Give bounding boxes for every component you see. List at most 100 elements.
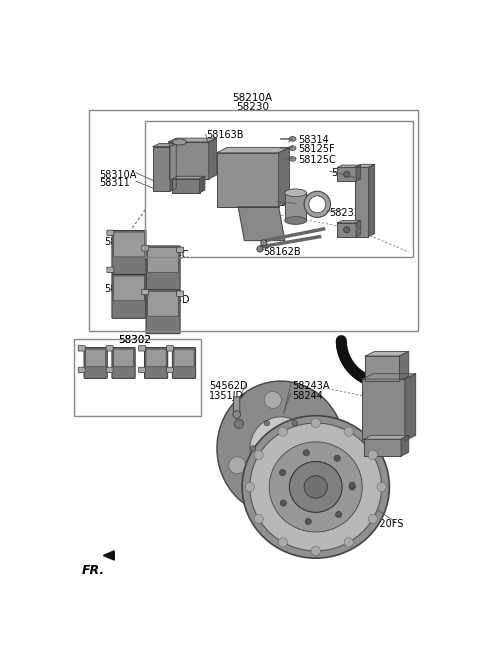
Text: 1351JD: 1351JD xyxy=(209,391,244,401)
Polygon shape xyxy=(337,165,360,168)
Polygon shape xyxy=(399,351,409,380)
Text: 58162B: 58162B xyxy=(263,246,300,257)
Text: 58161B: 58161B xyxy=(331,168,369,178)
Ellipse shape xyxy=(292,420,298,426)
FancyBboxPatch shape xyxy=(139,367,145,373)
Polygon shape xyxy=(209,138,216,179)
Polygon shape xyxy=(337,221,360,223)
Text: 58244D: 58244D xyxy=(104,284,143,294)
Ellipse shape xyxy=(344,227,350,233)
Polygon shape xyxy=(278,147,289,207)
FancyBboxPatch shape xyxy=(355,168,369,237)
FancyBboxPatch shape xyxy=(177,247,184,252)
FancyBboxPatch shape xyxy=(113,349,133,367)
FancyBboxPatch shape xyxy=(146,349,166,367)
FancyBboxPatch shape xyxy=(78,367,85,373)
FancyBboxPatch shape xyxy=(112,348,135,378)
Ellipse shape xyxy=(289,137,296,141)
Ellipse shape xyxy=(305,518,311,525)
Text: 58244C: 58244C xyxy=(104,237,142,246)
Ellipse shape xyxy=(254,514,264,524)
Polygon shape xyxy=(103,551,114,560)
Ellipse shape xyxy=(254,450,264,460)
Ellipse shape xyxy=(349,482,355,488)
Polygon shape xyxy=(216,147,289,153)
Text: 54562D: 54562D xyxy=(209,382,247,392)
Ellipse shape xyxy=(289,156,296,161)
FancyBboxPatch shape xyxy=(146,290,180,334)
Text: 58243A: 58243A xyxy=(292,382,330,392)
Text: 58311: 58311 xyxy=(99,178,130,188)
Ellipse shape xyxy=(279,470,286,476)
Text: 58230: 58230 xyxy=(236,102,269,112)
Ellipse shape xyxy=(264,420,270,426)
FancyBboxPatch shape xyxy=(216,153,278,207)
Ellipse shape xyxy=(368,514,377,524)
FancyBboxPatch shape xyxy=(107,267,114,273)
FancyBboxPatch shape xyxy=(362,379,405,441)
Polygon shape xyxy=(200,176,205,193)
Text: 58235C: 58235C xyxy=(279,198,317,208)
FancyBboxPatch shape xyxy=(106,346,113,351)
Ellipse shape xyxy=(233,411,240,419)
FancyBboxPatch shape xyxy=(78,346,85,351)
Ellipse shape xyxy=(264,392,281,409)
Ellipse shape xyxy=(269,442,362,532)
Polygon shape xyxy=(356,165,360,181)
Text: 58125F: 58125F xyxy=(298,143,335,154)
Polygon shape xyxy=(401,436,409,456)
Ellipse shape xyxy=(278,537,288,547)
Ellipse shape xyxy=(289,461,342,512)
Ellipse shape xyxy=(311,419,321,428)
FancyBboxPatch shape xyxy=(146,246,180,290)
FancyBboxPatch shape xyxy=(85,349,106,367)
Polygon shape xyxy=(153,143,176,147)
Text: 58411B: 58411B xyxy=(269,506,307,516)
Ellipse shape xyxy=(228,457,246,474)
Polygon shape xyxy=(356,221,360,237)
Polygon shape xyxy=(168,138,216,142)
Text: 1220FS: 1220FS xyxy=(369,519,405,530)
FancyBboxPatch shape xyxy=(168,142,209,179)
FancyBboxPatch shape xyxy=(337,223,356,237)
Bar xyxy=(145,121,413,258)
Text: @: @ xyxy=(235,419,243,428)
Polygon shape xyxy=(369,164,375,237)
Text: 58163B: 58163B xyxy=(206,131,243,141)
FancyBboxPatch shape xyxy=(365,356,399,380)
Ellipse shape xyxy=(303,449,310,456)
Polygon shape xyxy=(362,374,416,379)
FancyBboxPatch shape xyxy=(167,367,174,373)
Bar xyxy=(74,339,201,416)
Polygon shape xyxy=(365,351,409,356)
FancyBboxPatch shape xyxy=(113,232,144,257)
Ellipse shape xyxy=(292,471,298,476)
Text: FR.: FR. xyxy=(82,564,105,577)
FancyBboxPatch shape xyxy=(107,230,114,236)
Ellipse shape xyxy=(267,434,294,463)
Ellipse shape xyxy=(217,381,345,516)
Ellipse shape xyxy=(250,423,382,551)
FancyBboxPatch shape xyxy=(172,348,196,378)
Ellipse shape xyxy=(250,445,256,451)
FancyBboxPatch shape xyxy=(139,346,145,351)
Text: 58310A: 58310A xyxy=(99,170,136,180)
Bar xyxy=(89,110,418,331)
FancyBboxPatch shape xyxy=(112,231,146,275)
Ellipse shape xyxy=(344,427,353,436)
FancyBboxPatch shape xyxy=(147,291,179,316)
Ellipse shape xyxy=(311,546,321,555)
FancyBboxPatch shape xyxy=(153,147,170,191)
Ellipse shape xyxy=(250,417,312,480)
Ellipse shape xyxy=(309,196,326,213)
Polygon shape xyxy=(364,436,409,439)
FancyBboxPatch shape xyxy=(364,439,401,456)
Ellipse shape xyxy=(172,139,186,145)
Polygon shape xyxy=(172,176,205,179)
FancyBboxPatch shape xyxy=(337,168,356,181)
Ellipse shape xyxy=(304,476,327,498)
Ellipse shape xyxy=(334,455,340,461)
Ellipse shape xyxy=(368,450,377,460)
Text: 58302: 58302 xyxy=(119,335,152,345)
FancyBboxPatch shape xyxy=(113,276,144,301)
